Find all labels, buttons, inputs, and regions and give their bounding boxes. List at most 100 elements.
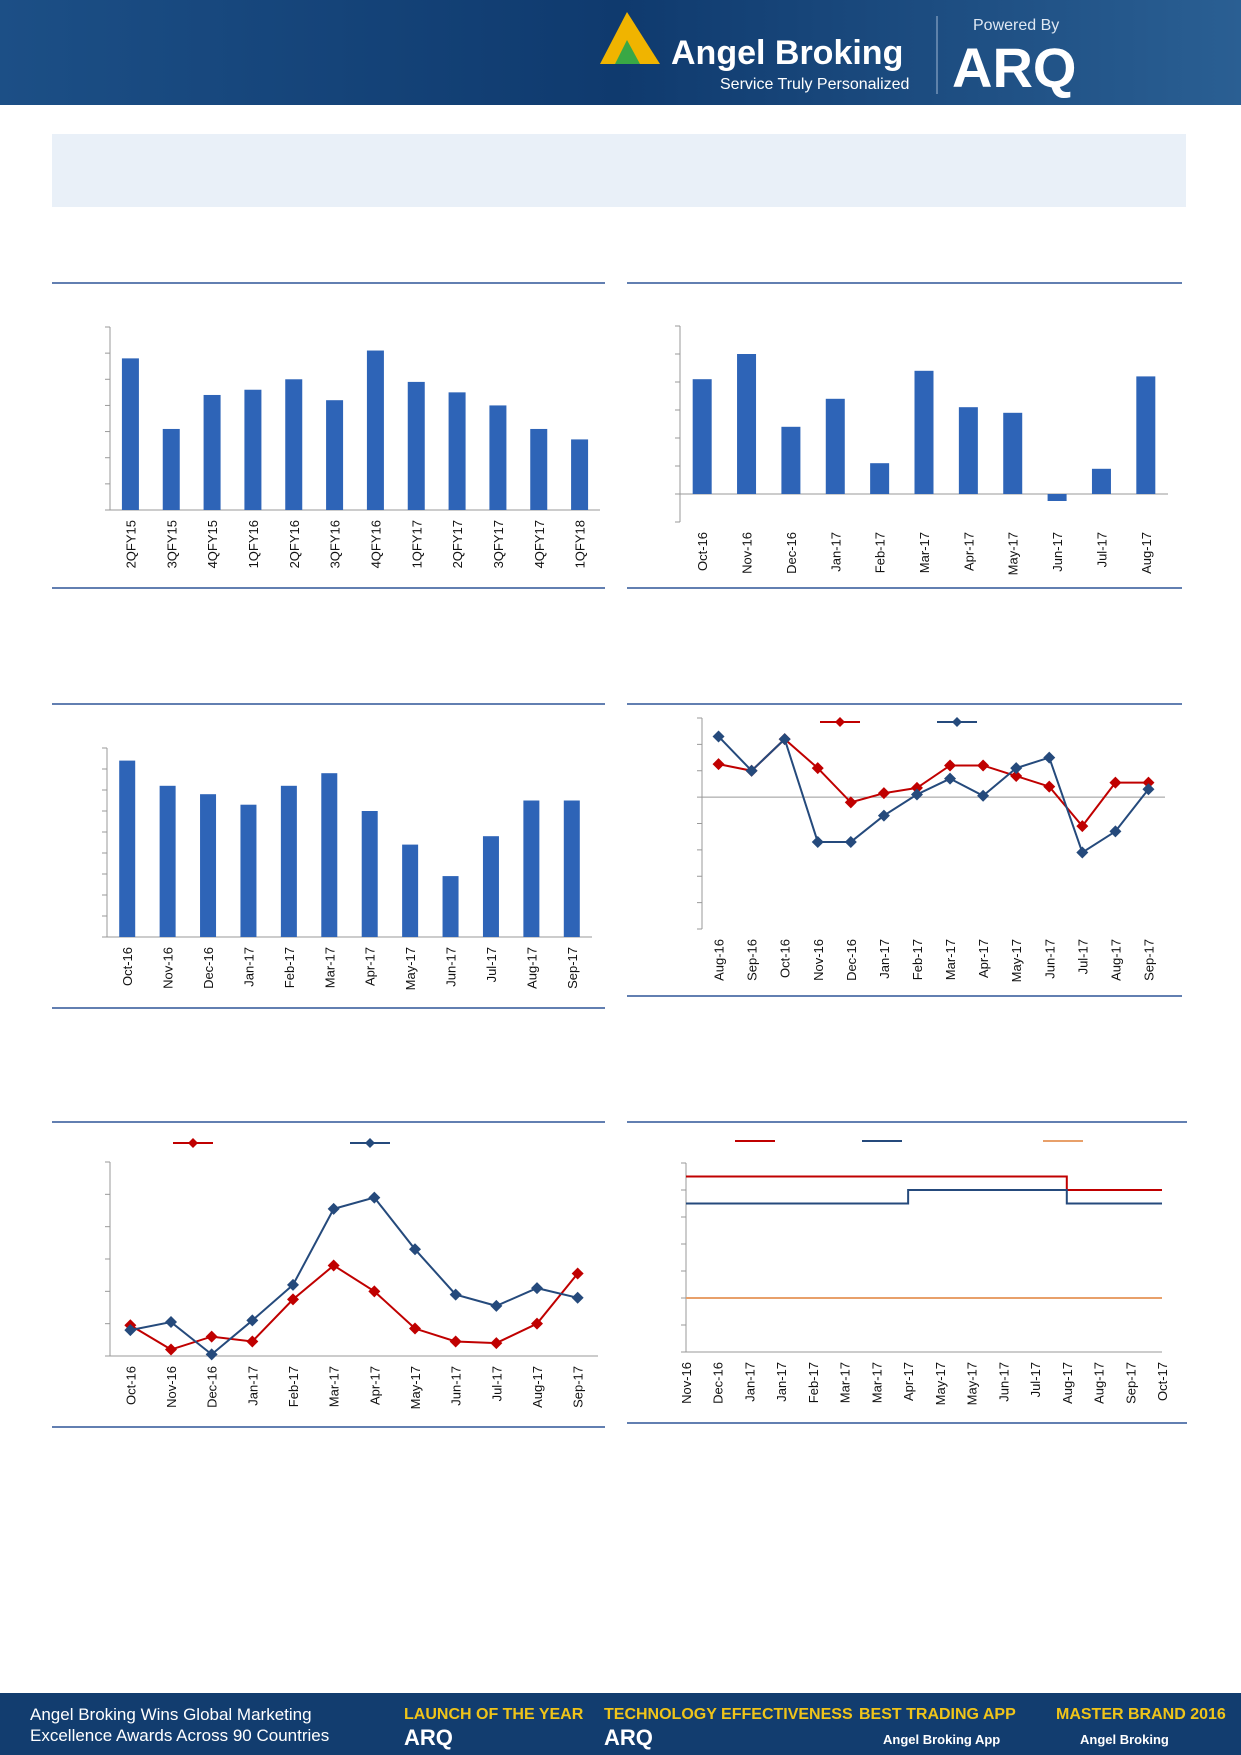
point [877,809,890,822]
logo-icon [600,12,660,64]
bar [914,370,934,494]
bar [448,392,466,510]
x-tick-label: Nov-16 [811,939,826,981]
x-tick-label: Sep-17 [571,1366,586,1408]
x-tick-label: Jul-17 [489,1366,504,1401]
bar [203,394,221,510]
point [124,1324,137,1337]
tagline: Service Truly Personalized [720,76,909,93]
x-tick-label: Feb-17 [873,532,888,573]
x-tick-label: Oct-17 [1155,1362,1170,1401]
x-tick-label: Feb-17 [806,1362,821,1403]
x-tick-label: Aug-17 [1108,939,1123,981]
brand: Angel Broking [671,34,903,72]
x-tick-label: 1QFY18 [573,520,588,568]
point [910,788,923,801]
series-line [718,737,1149,828]
bar [159,785,176,937]
x-tick-label: Sep-17 [565,947,580,989]
x-tick-label: Nov-16 [161,947,176,989]
x-tick-label: Jul-17 [1094,532,1109,567]
bar [240,804,257,937]
x-tick-label: May-17 [408,1366,423,1409]
x-tick-label: Mar-17 [917,532,932,573]
x-tick-label: Jul-17 [1028,1362,1043,1397]
arq-logo: ARQ [952,36,1076,99]
bar [200,794,217,937]
x-tick-label: Sep-17 [1141,939,1156,981]
point [1109,825,1122,838]
point [944,772,957,785]
x-tick-label: 3QFY15 [164,520,179,568]
bar [958,407,978,494]
x-tick-label: 2QFY16 [287,520,302,568]
point [977,759,990,772]
x-tick-label: Dec-16 [201,947,216,989]
point [944,759,957,772]
x-tick-label: Mar-17 [869,1362,884,1403]
point [844,796,857,809]
bar [321,773,338,937]
bar [402,844,419,937]
award-sub: Angel Broking App [883,1732,1000,1747]
x-tick-label: Apr-17 [901,1362,916,1401]
x-tick-label: Apr-17 [363,947,378,986]
bar [366,350,384,510]
x-tick-label: 2QFY15 [123,520,138,568]
award-sub: Angel Broking [1080,1732,1169,1747]
x-tick-label: Feb-17 [910,939,925,980]
point [571,1267,584,1280]
x-tick-label: Oct-16 [695,532,710,571]
point [1010,770,1023,783]
point [327,1202,340,1215]
bar [326,400,344,510]
x-tick-label: 4QFY15 [205,520,220,568]
x-tick-label: Feb-17 [282,947,297,988]
x-tick-label: May-17 [1009,939,1024,982]
point [409,1243,421,1256]
x-tick-label: Nov-16 [164,1366,179,1408]
x-tick-label: Sep-16 [745,939,760,981]
legend-swatch [835,717,845,727]
x-tick-label: Mar-17 [943,939,958,980]
point [571,1291,584,1304]
bar [285,379,303,510]
legend-swatch [952,717,962,727]
bar [489,405,507,510]
point [712,730,725,743]
x-tick-label: Aug-17 [1092,1362,1107,1404]
bar [523,800,540,937]
award: MASTER BRAND 2016 [1056,1706,1226,1723]
bar [361,811,378,937]
footer-text: Angel Broking Wins Global Marketing [30,1705,312,1724]
x-tick-label: Nov-16 [679,1362,694,1404]
x-tick-label: May-17 [965,1362,980,1405]
point [1043,751,1056,764]
point [910,781,923,794]
point [811,762,824,775]
award-sub: ARQ [604,1725,653,1750]
x-tick-label: Aug-17 [530,1366,545,1408]
bar [442,876,459,937]
bar [1047,494,1067,501]
x-tick-label: Aug-17 [524,947,539,989]
legend-swatch [365,1138,375,1148]
x-tick-label: Jun-17 [1050,532,1065,572]
series-line [130,1196,578,1356]
x-tick-label: May-17 [1006,532,1021,575]
x-tick-label: 4QFY17 [532,520,547,568]
point [490,1337,503,1350]
point [745,764,758,777]
bar [530,428,548,510]
x-tick-label: May-17 [933,1362,948,1405]
award: BEST TRADING APP [859,1706,1016,1723]
bar [571,439,589,510]
bar [870,463,890,494]
x-tick-label: 2QFY17 [450,520,465,568]
bar [119,760,136,937]
bar [121,358,139,510]
x-tick-label: Jan-17 [774,1362,789,1402]
x-tick-label: 3QFY16 [328,520,343,568]
x-tick-label: Jan-17 [828,532,843,572]
